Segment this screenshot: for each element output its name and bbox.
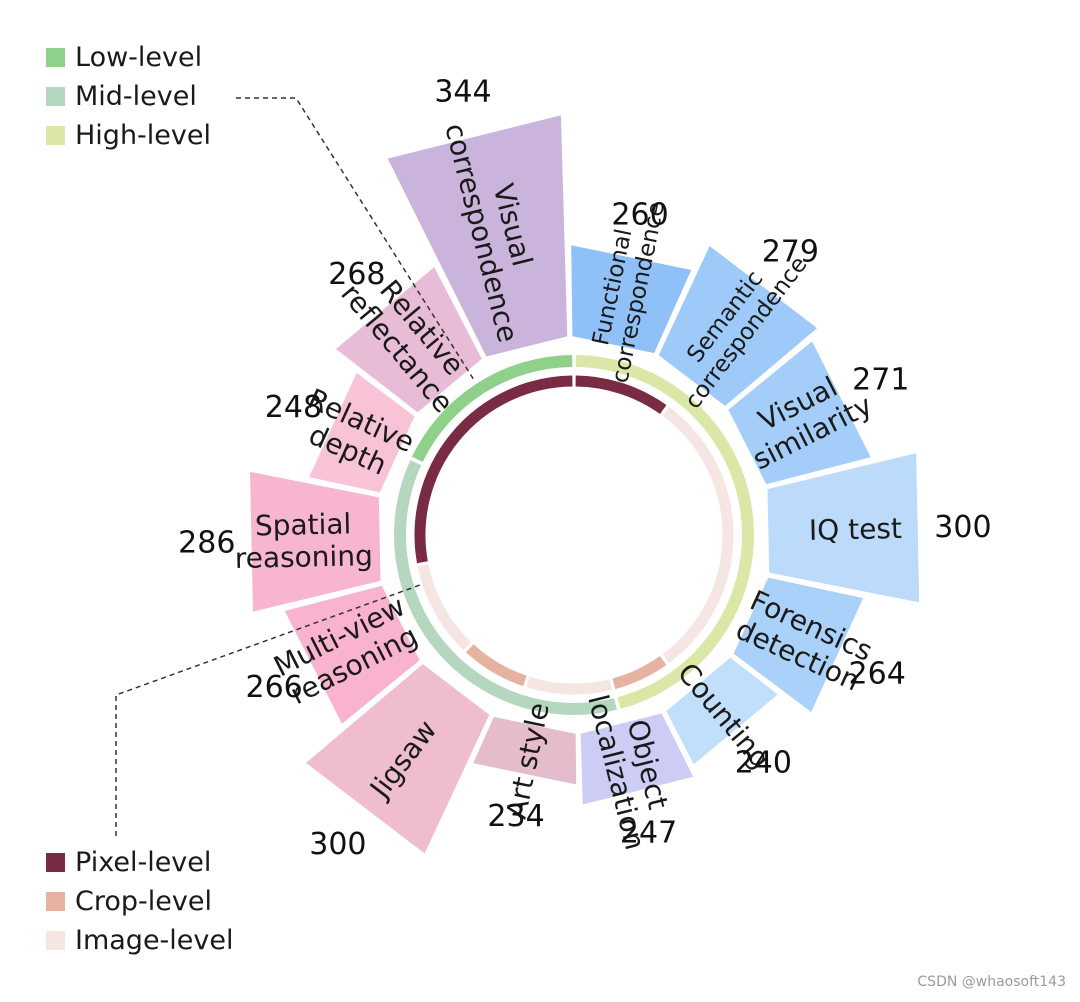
bar-object-localization [578, 711, 697, 808]
granularity-ring-arc-image-level [526, 676, 613, 695]
legend-swatch [46, 853, 65, 872]
inner-rings [394, 355, 754, 715]
chart-segments [247, 112, 922, 857]
bar-functional-correspondence [569, 242, 695, 356]
bar-semantic-correspondence [656, 242, 821, 409]
level-ring-arc-low-level [411, 355, 573, 462]
bar-iq-test [765, 450, 922, 605]
value-object-localization: 247 [620, 816, 677, 851]
legend-label: Image-level [75, 925, 234, 956]
legend-label: High-level [75, 120, 212, 151]
bar-jigsaw [302, 661, 492, 857]
legend-item-image-level: Image-level [46, 921, 234, 960]
label-line: IQ test [809, 512, 903, 547]
value-art-style: 234 [487, 799, 544, 834]
label-line: reasoning [234, 539, 373, 575]
leader-line-levels [236, 97, 475, 381]
granularity-ring-arc-crop-level [612, 655, 667, 690]
bar-relative-depth [306, 369, 417, 495]
leader-line-granularity [115, 584, 421, 836]
level-ring-arc-high-level [575, 355, 754, 709]
bar-forensics-detection [731, 575, 867, 716]
bar-art-style [470, 714, 579, 787]
bar-multi-view-reasoning [281, 583, 423, 727]
granularity-ring-arc-image-level [417, 564, 472, 651]
value-visual-similarity: 271 [852, 362, 909, 397]
level-ring-arc-mid-level [394, 460, 617, 715]
legend-item-low-level: Low-level [46, 38, 211, 77]
granularity-ring-arc-pixel-level [414, 375, 573, 564]
legend-leader-lines [115, 97, 475, 836]
bar-visual-similarity [725, 338, 874, 487]
segment-values: 260 279 271 300 264 240 247 234 300 266 286 248 268 3… [178, 74, 991, 862]
value-semantic-correspondence: 279 [762, 235, 819, 270]
value-counting: 240 [735, 746, 792, 781]
watermark: CSDN @whaosoft143 [917, 974, 1066, 990]
label-iq-test: IQ test [809, 512, 903, 547]
value-iq-test: 300 [934, 510, 991, 545]
value-spatial-reasoning: 286 [178, 526, 235, 561]
value-relative-reflectance: 268 [328, 257, 385, 292]
value-visual-correspondence: 344 [434, 74, 491, 109]
legend-item-pixel-level: Pixel-level [46, 843, 234, 882]
legend-swatch [46, 87, 65, 106]
legend-swatch [46, 931, 65, 950]
value-relative-depth: 248 [265, 390, 322, 425]
label-line: Spatial [255, 507, 352, 542]
label-spatial-reasoning: Spatialreasoning [234, 507, 373, 575]
legend-label: Low-level [75, 42, 203, 73]
legend-granularity: Pixel-level Crop-level Image-level [46, 843, 234, 960]
value-multi-view-reasoning: 266 [245, 670, 302, 705]
legend-swatch [46, 48, 65, 67]
value-jigsaw: 300 [309, 827, 366, 862]
granularity-ring-arc-image-level [662, 406, 734, 664]
legend-levels: Low-level Mid-level High-level [46, 38, 211, 155]
legend-item-high-level: High-level [46, 116, 211, 155]
legend-item-crop-level: Crop-level [46, 882, 234, 921]
bar-relative-reflectance [332, 263, 485, 415]
legend-label: Pixel-level [75, 847, 212, 878]
legend-label: Crop-level [75, 886, 212, 917]
granularity-ring-arc-pixel-level [575, 375, 667, 414]
legend-swatch [46, 892, 65, 911]
bar-visual-correspondence [384, 112, 570, 359]
value-forensics-detection: 264 [849, 656, 906, 691]
bar-spatial-reasoning [247, 469, 383, 615]
legend-label: Mid-level [75, 81, 197, 112]
granularity-ring-arc-crop-level [466, 644, 527, 687]
legend-item-mid-level: Mid-level [46, 77, 211, 116]
value-functional-correspondence: 260 [611, 198, 668, 233]
bar-counting [663, 655, 781, 768]
legend-swatch [46, 126, 65, 145]
